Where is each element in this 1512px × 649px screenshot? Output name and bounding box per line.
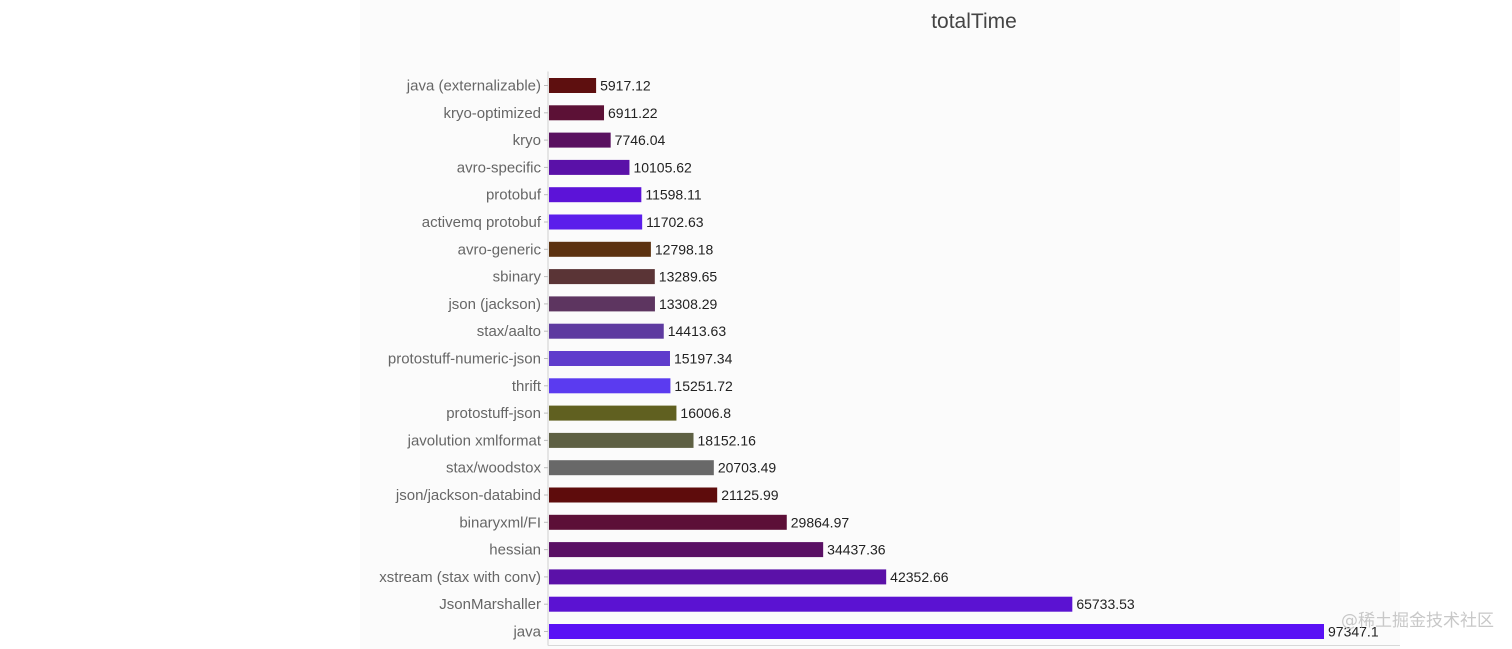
category-label: json/jackson-databind bbox=[395, 487, 541, 504]
category-label: javolution xmlformat bbox=[407, 432, 542, 449]
bar[interactable] bbox=[549, 569, 887, 585]
category-label: json (jackson) bbox=[447, 296, 541, 313]
category-label: kryo-optimized bbox=[443, 105, 541, 122]
value-label: 5917.12 bbox=[600, 78, 651, 94]
bars bbox=[549, 78, 1324, 639]
bar[interactable] bbox=[549, 187, 642, 203]
category-label: stax/woodstox bbox=[446, 460, 542, 477]
bar-chart: totalTime java (externalizable) kryo-opti… bbox=[379, 10, 1400, 646]
category-label: java bbox=[512, 624, 541, 641]
category-label: JsonMarshaller bbox=[439, 596, 541, 613]
value-label: 6911.22 bbox=[608, 105, 658, 121]
bar[interactable] bbox=[549, 378, 671, 394]
category-label: activemq protobuf bbox=[422, 214, 542, 231]
bar[interactable] bbox=[549, 624, 1324, 639]
bar[interactable] bbox=[549, 351, 670, 366]
value-label: 20703.49 bbox=[718, 460, 777, 476]
category-label: protostuff-numeric-json bbox=[388, 351, 541, 368]
category-label: thrift bbox=[512, 378, 542, 395]
value-label: 11702.63 bbox=[646, 214, 704, 230]
bar[interactable] bbox=[549, 514, 787, 530]
value-label: 14413.63 bbox=[668, 323, 727, 339]
value-label: 15251.72 bbox=[674, 378, 733, 394]
value-label: 18152.16 bbox=[698, 432, 757, 448]
category-label: avro-generic bbox=[458, 241, 542, 258]
bar[interactable] bbox=[549, 241, 651, 257]
bar[interactable] bbox=[549, 78, 597, 93]
category-label: binaryxml/FI bbox=[459, 514, 541, 531]
value-labels: 5917.12 6911.22 7746.04 10105.62 11598.11 117… bbox=[600, 78, 1379, 640]
category-labels: java (externalizable) kryo-optimized kryo a… bbox=[379, 78, 542, 641]
watermark: @稀土掘金技术社区 bbox=[1341, 611, 1494, 631]
category-label: protostuff-json bbox=[446, 405, 541, 422]
category-label: java (externalizable) bbox=[406, 78, 541, 95]
value-label: 29864.97 bbox=[791, 514, 850, 530]
chart-title: totalTime bbox=[931, 10, 1017, 33]
value-label: 15197.34 bbox=[674, 351, 733, 367]
bar[interactable] bbox=[549, 105, 605, 121]
category-label: sbinary bbox=[493, 269, 542, 286]
category-label: avro-specific bbox=[457, 159, 542, 176]
value-label: 12798.18 bbox=[655, 241, 714, 257]
value-label: 13308.29 bbox=[659, 296, 718, 312]
bar[interactable] bbox=[549, 159, 630, 175]
category-label: protobuf bbox=[486, 187, 542, 204]
bar[interactable] bbox=[549, 132, 611, 148]
bar[interactable] bbox=[549, 214, 643, 230]
bar[interactable] bbox=[549, 296, 655, 312]
bar[interactable] bbox=[549, 460, 714, 476]
value-label: 34437.36 bbox=[827, 542, 886, 558]
bar[interactable] bbox=[549, 323, 664, 339]
value-label: 16006.8 bbox=[680, 405, 731, 421]
value-label: 13289.65 bbox=[659, 269, 718, 285]
category-label: xstream (stax with conv) bbox=[379, 569, 541, 586]
value-label: 11598.11 bbox=[645, 187, 702, 203]
bar[interactable] bbox=[549, 542, 824, 558]
bar[interactable] bbox=[549, 269, 655, 285]
value-label: 97347.1 bbox=[1328, 624, 1379, 640]
bar[interactable] bbox=[549, 405, 677, 421]
value-label: 10105.62 bbox=[633, 159, 692, 175]
chart-panel: totalTime java (externalizable) kryo-opti… bbox=[360, 0, 1400, 649]
value-label: 42352.66 bbox=[890, 569, 949, 585]
bar[interactable] bbox=[549, 432, 694, 448]
value-label: 65733.53 bbox=[1076, 596, 1135, 612]
value-label: 21125.99 bbox=[721, 487, 779, 503]
y-axis bbox=[544, 71, 1400, 646]
category-label: kryo bbox=[513, 132, 541, 149]
category-label: stax/aalto bbox=[477, 323, 541, 340]
value-label: 7746.04 bbox=[615, 132, 666, 148]
bar[interactable] bbox=[549, 487, 718, 503]
category-label: hessian bbox=[489, 542, 541, 559]
bar[interactable] bbox=[549, 596, 1073, 612]
